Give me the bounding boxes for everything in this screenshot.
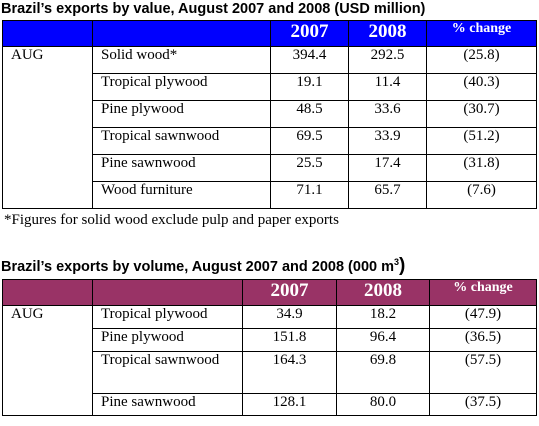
table-row: AUG Tropical plywood 34.9 18.2 (47.9) bbox=[2, 305, 537, 416]
exports-by-value-table: 2007 2008 % change AUG Solid wood* 394.4 29… bbox=[2, 20, 537, 209]
header-2008: 2008 bbox=[348, 20, 427, 47]
month-cell: AUG bbox=[2, 46, 93, 209]
header-blank-product bbox=[92, 279, 243, 306]
pct-change-cell: (37.5) bbox=[429, 393, 537, 416]
product-cell: Wood furniture bbox=[92, 181, 271, 209]
pct-change-cell: (47.9) bbox=[429, 305, 537, 329]
product-cell: Pine plywood bbox=[92, 328, 243, 352]
value-2008-cell: 18.2 bbox=[336, 305, 430, 329]
product-cell: Tropical sawnwood bbox=[92, 351, 243, 394]
product-cell: Pine sawnwood bbox=[92, 393, 243, 416]
value-2008-cell: 33.6 bbox=[348, 100, 427, 128]
pct-change-cell: (51.2) bbox=[426, 127, 537, 155]
pct-change-cell: (40.3) bbox=[426, 73, 537, 101]
value-2007-cell: 128.1 bbox=[242, 393, 337, 416]
table2-title: Brazil’s exports by volume, August 2007 … bbox=[1, 254, 406, 276]
table-row: Pine plywood 48.5 33.6 (30.7) bbox=[3, 100, 537, 128]
header-blank-month bbox=[2, 20, 93, 47]
pct-change-cell: (57.5) bbox=[429, 351, 537, 394]
value-2008-cell: 65.7 bbox=[348, 181, 427, 209]
value-2007-cell: 48.5 bbox=[270, 100, 349, 128]
value-2007-cell: 71.1 bbox=[270, 181, 349, 209]
value-2008-cell: 33.9 bbox=[348, 127, 427, 155]
table2-title-superscript: 3 bbox=[394, 257, 400, 267]
table2-title-paren: ) bbox=[399, 254, 406, 276]
footnote: *Figures for solid wood exclude pulp and… bbox=[4, 212, 339, 228]
value-2007-cell: 25.5 bbox=[270, 154, 349, 182]
header-blank-month bbox=[2, 279, 93, 306]
pct-change-cell: (30.7) bbox=[426, 100, 537, 128]
product-cell: Solid wood* bbox=[92, 46, 271, 74]
table-row: Tropical plywood 19.1 11.4 (40.3) bbox=[3, 73, 537, 101]
value-2008-cell: 96.4 bbox=[336, 328, 430, 352]
table-header-row: 2007 2008 % change bbox=[2, 20, 537, 47]
table1-title: Brazil’s exports by value, August 2007 a… bbox=[1, 1, 426, 17]
value-2007-cell: 69.5 bbox=[270, 127, 349, 155]
pct-change-cell: (7.6) bbox=[426, 181, 537, 209]
value-2008-cell: 17.4 bbox=[348, 154, 427, 182]
value-2007-cell: 19.1 bbox=[270, 73, 349, 101]
value-2007-cell: 151.8 bbox=[242, 328, 337, 352]
table-header-row: 2007 2008 % change bbox=[2, 279, 537, 306]
table-row: Pine sawnwood 25.5 17.4 (31.8) bbox=[3, 154, 537, 182]
table-row: Wood furniture 71.1 65.7 (7.6) bbox=[3, 181, 537, 209]
header-2008: 2008 bbox=[336, 279, 430, 306]
header-pct-change: % change bbox=[429, 279, 537, 306]
pct-change-cell: (31.8) bbox=[426, 154, 537, 182]
product-cell: Pine sawnwood bbox=[92, 154, 271, 182]
table2-title-text: Brazil’s exports by volume, August 2007 … bbox=[1, 258, 394, 275]
value-2008-cell: 11.4 bbox=[348, 73, 427, 101]
product-cell: Tropical plywood bbox=[92, 305, 243, 329]
value-2008-cell: 80.0 bbox=[336, 393, 430, 416]
header-2007: 2007 bbox=[270, 20, 349, 47]
table-row: AUG Solid wood* 394.4 292.5 (25.8) bbox=[2, 46, 537, 209]
product-cell: Pine plywood bbox=[92, 100, 271, 128]
product-cell: Tropical sawnwood bbox=[92, 127, 271, 155]
product-cell: Tropical plywood bbox=[92, 73, 271, 101]
header-blank-product bbox=[92, 20, 271, 47]
month-cell: AUG bbox=[2, 305, 93, 416]
table-row: Pine plywood 151.8 96.4 (36.5) bbox=[3, 328, 537, 352]
value-2007-cell: 394.4 bbox=[270, 46, 349, 74]
value-2007-cell: 164.3 bbox=[242, 351, 337, 394]
value-2008-cell: 292.5 bbox=[348, 46, 427, 74]
table-row: Tropical sawnwood 164.3 69.8 (57.5) bbox=[3, 351, 537, 394]
exports-by-volume-table: 2007 2008 % change AUG Tropical plywood 34… bbox=[2, 279, 537, 416]
pct-change-cell: (25.8) bbox=[426, 46, 537, 74]
value-2007-cell: 34.9 bbox=[242, 305, 337, 329]
header-2007: 2007 bbox=[242, 279, 337, 306]
table-row: Tropical sawnwood 69.5 33.9 (51.2) bbox=[3, 127, 537, 155]
value-2008-cell: 69.8 bbox=[336, 351, 430, 394]
header-pct-change: % change bbox=[426, 20, 537, 47]
pct-change-cell: (36.5) bbox=[429, 328, 537, 352]
table-row: Pine sawnwood 128.1 80.0 (37.5) bbox=[3, 393, 537, 416]
